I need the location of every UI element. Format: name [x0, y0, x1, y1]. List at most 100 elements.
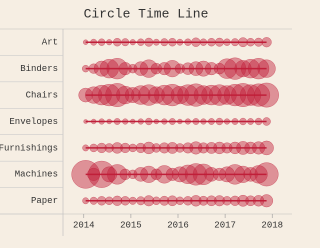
bubble: [231, 38, 239, 47]
bubble: [213, 195, 225, 207]
bubble: [206, 195, 217, 207]
bubble: [98, 118, 105, 125]
bubble: [106, 39, 113, 46]
bubble: [170, 85, 189, 105]
bubble: [184, 83, 208, 107]
bubble: [128, 143, 137, 153]
bubble: [113, 118, 121, 125]
bubble: [213, 62, 226, 75]
bubble: [231, 118, 239, 125]
bubble: [155, 165, 174, 184]
bubble: [177, 118, 183, 125]
bubble: [145, 117, 153, 126]
bubble: [216, 58, 238, 79]
x-tick-label: 2018: [261, 220, 283, 230]
bubble: [89, 196, 98, 205]
bubble: [254, 162, 279, 187]
category-label: Paper: [31, 196, 58, 206]
bubble: [87, 167, 101, 181]
bubble: [178, 164, 198, 184]
category-label: Binders: [20, 64, 58, 74]
bubble: [133, 61, 149, 76]
bubble: [101, 166, 118, 183]
bubble: [181, 62, 195, 75]
bubble: [161, 118, 168, 125]
bubble: [159, 195, 170, 206]
bubble: [97, 38, 106, 46]
bubble: [119, 168, 131, 181]
bubble: [150, 168, 162, 181]
bubble: [128, 196, 137, 205]
bubble: [236, 141, 250, 155]
bubble: [96, 142, 107, 154]
x-tick-label: 2017: [214, 220, 236, 230]
bubble: [168, 118, 176, 125]
bubble: [247, 58, 270, 80]
bubble: [131, 85, 151, 105]
bubble: [262, 117, 271, 126]
bubble: [247, 118, 254, 125]
bubble: [222, 196, 232, 206]
category-label: Machines: [15, 170, 58, 180]
bubble: [93, 60, 110, 77]
bubble: [261, 37, 272, 48]
bubble: [234, 60, 252, 78]
bubble: [105, 83, 130, 108]
bubble: [208, 84, 231, 106]
bubble: [111, 142, 123, 154]
chart: Circle Time Line 2014 2015 2016 2017 2018 Art…: [0, 0, 292, 248]
bubble: [99, 59, 119, 79]
bubble: [237, 194, 249, 207]
bubble: [229, 195, 241, 206]
bubble: [128, 63, 138, 74]
bubble: [254, 82, 279, 108]
bubble: [129, 39, 136, 46]
bubble: [243, 167, 258, 182]
bubble: [177, 84, 199, 106]
bubble: [190, 195, 202, 207]
background: [0, 0, 292, 248]
bubble: [224, 164, 246, 185]
bubble: [71, 160, 100, 189]
bubble: [217, 85, 237, 105]
bubble: [192, 163, 215, 185]
bubble: [247, 83, 271, 107]
bubble: [104, 143, 114, 153]
bubble: [208, 118, 215, 125]
bubble: [82, 144, 90, 152]
bubble: [90, 118, 97, 125]
bubble: [215, 37, 224, 47]
bubble: [157, 62, 171, 76]
bubble: [201, 84, 222, 106]
bubble: [191, 37, 201, 47]
bubble: [199, 38, 208, 46]
bubble: [239, 117, 247, 126]
bubble: [163, 60, 181, 78]
bubble: [88, 63, 99, 74]
bubble: [160, 38, 169, 47]
x-tick-label: 2016: [167, 220, 189, 230]
bubble: [192, 118, 200, 125]
bubble: [223, 57, 247, 80]
bubble: [244, 141, 257, 155]
bubble: [112, 195, 123, 206]
bubble: [124, 87, 141, 103]
bubble: [118, 62, 132, 76]
bubble: [168, 38, 177, 47]
bubble: [257, 59, 276, 78]
bubble: [106, 58, 128, 80]
bubble: [161, 83, 184, 107]
bubble: [234, 165, 252, 183]
bubble: [254, 37, 264, 47]
bubble: [150, 62, 162, 75]
bubble: [207, 38, 216, 47]
bubble: [120, 196, 130, 206]
bubble: [89, 143, 98, 153]
bubble: [106, 118, 112, 125]
bubble: [158, 142, 170, 154]
bubble: [151, 143, 162, 153]
bubble: [184, 118, 191, 125]
bubble: [252, 195, 265, 207]
bubble: [204, 167, 219, 182]
bubble: [223, 83, 247, 107]
